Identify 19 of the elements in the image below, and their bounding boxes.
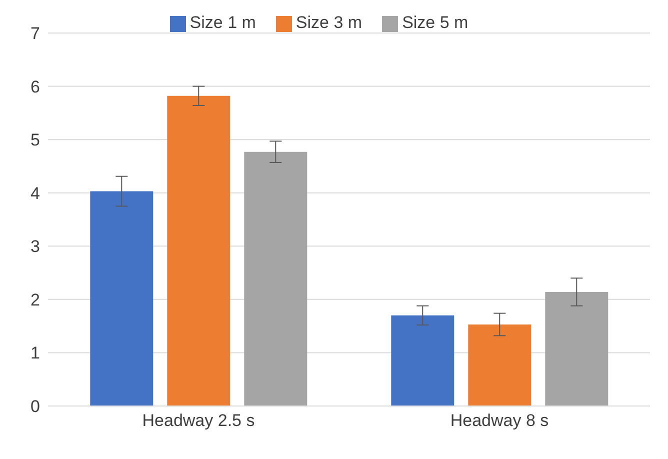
bar bbox=[468, 324, 532, 406]
y-tick-label: 1 bbox=[30, 344, 40, 363]
y-tick-label: 6 bbox=[30, 77, 40, 96]
y-tick-label: 5 bbox=[30, 130, 40, 150]
x-tick-label: Headway 2.5 s bbox=[142, 411, 255, 430]
y-tick-label: 7 bbox=[30, 24, 40, 44]
y-tick-label: 2 bbox=[30, 290, 40, 310]
bar bbox=[90, 191, 154, 406]
bar bbox=[391, 315, 454, 406]
y-tick-label: 3 bbox=[30, 237, 40, 256]
y-tick-label: 0 bbox=[30, 397, 40, 416]
bar bbox=[545, 292, 608, 406]
legend-label: Size 1 m bbox=[190, 13, 256, 32]
bar bbox=[167, 96, 230, 406]
x-tick-label: Headway 8 s bbox=[450, 411, 549, 430]
bar bbox=[244, 152, 308, 406]
legend-label: Size 3 m bbox=[296, 13, 362, 32]
legend-label: Size 5 m bbox=[402, 13, 468, 32]
y-tick-label: 4 bbox=[30, 184, 40, 203]
